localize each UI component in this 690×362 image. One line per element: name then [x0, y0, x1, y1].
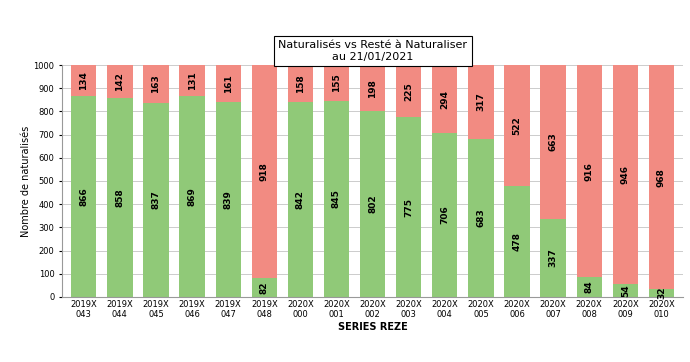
Text: 131: 131	[188, 71, 197, 90]
Bar	[504, 186, 530, 297]
Text: 837: 837	[152, 190, 161, 209]
Bar	[215, 65, 241, 102]
Bar	[71, 65, 97, 96]
Bar	[252, 65, 277, 278]
Bar	[577, 277, 602, 297]
Bar	[360, 111, 385, 297]
Bar	[432, 65, 457, 133]
Text: 158: 158	[296, 74, 305, 93]
Bar	[469, 65, 493, 139]
Text: 869: 869	[188, 187, 197, 206]
Bar	[107, 65, 132, 98]
Text: 198: 198	[368, 79, 377, 97]
Bar	[252, 278, 277, 297]
Bar	[396, 117, 422, 297]
Bar	[396, 65, 422, 117]
Text: 845: 845	[332, 190, 341, 209]
Text: 161: 161	[224, 75, 233, 93]
Text: 225: 225	[404, 82, 413, 101]
Text: 478: 478	[513, 232, 522, 251]
X-axis label: SERIES REZE: SERIES REZE	[337, 322, 408, 332]
Text: 706: 706	[440, 206, 449, 224]
Text: 32: 32	[657, 287, 666, 299]
Text: 142: 142	[115, 72, 124, 91]
Y-axis label: Nombre de naturalisés: Nombre de naturalisés	[21, 125, 30, 237]
Title: Naturalisés vs Resté à Naturaliser
au 21/01/2021: Naturalisés vs Resté à Naturaliser au 21…	[278, 40, 467, 62]
Text: 294: 294	[440, 90, 449, 109]
Bar	[324, 101, 349, 297]
Bar	[144, 103, 168, 297]
Bar	[179, 96, 205, 297]
Text: 839: 839	[224, 190, 233, 209]
Text: 522: 522	[513, 116, 522, 135]
Bar	[649, 65, 674, 290]
Bar	[144, 65, 168, 103]
Text: 134: 134	[79, 71, 88, 90]
Bar	[649, 290, 674, 297]
Text: 84: 84	[584, 281, 593, 294]
Text: 775: 775	[404, 198, 413, 216]
Bar	[215, 102, 241, 297]
Bar	[288, 102, 313, 297]
Text: 968: 968	[657, 168, 666, 187]
Bar	[324, 65, 349, 101]
Bar	[107, 98, 132, 297]
Text: 866: 866	[79, 187, 88, 206]
Text: 916: 916	[584, 162, 593, 181]
Bar	[577, 65, 602, 277]
Bar	[179, 65, 205, 96]
Text: 683: 683	[476, 209, 485, 227]
Text: 663: 663	[549, 132, 558, 151]
Text: 918: 918	[260, 162, 269, 181]
Text: 842: 842	[296, 190, 305, 209]
Text: 54: 54	[621, 284, 630, 297]
Bar	[71, 96, 97, 297]
Text: 317: 317	[476, 92, 485, 111]
Bar	[540, 219, 566, 297]
Bar	[540, 65, 566, 219]
Bar	[613, 65, 638, 284]
Bar	[613, 284, 638, 297]
Text: 163: 163	[152, 75, 161, 93]
Text: 337: 337	[549, 248, 558, 267]
Bar	[360, 65, 385, 111]
Text: 82: 82	[260, 281, 269, 294]
Text: 155: 155	[332, 74, 341, 92]
Bar	[288, 65, 313, 102]
Bar	[432, 133, 457, 297]
Bar	[504, 65, 530, 186]
Text: 858: 858	[115, 188, 124, 207]
Bar	[469, 139, 493, 297]
Text: 946: 946	[621, 165, 630, 184]
Text: 802: 802	[368, 195, 377, 213]
